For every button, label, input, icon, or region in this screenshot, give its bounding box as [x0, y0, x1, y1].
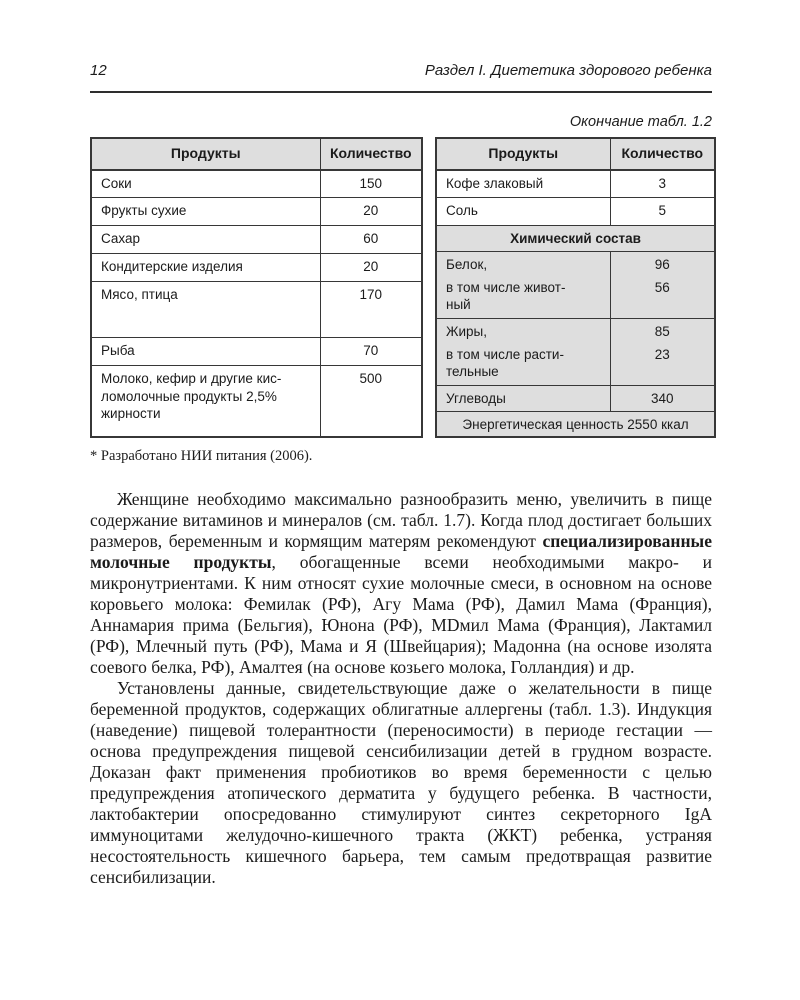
paragraph-2: Установлены данные, свидетельствующие да…: [90, 678, 712, 887]
body-text: Женщине необходимо максимально разнообра…: [90, 489, 712, 888]
running-head-title: Раздел I. Диететика здорового ребенка: [424, 62, 712, 79]
chemical-composition-header: Химический состав: [435, 225, 716, 253]
table-header-row: Продукты Количество: [435, 137, 716, 171]
running-head: 12 Раздел I. Диететика здорового ребенка: [90, 62, 712, 93]
quantity-cell: 340: [609, 385, 716, 412]
product-cell: Кондитерские изделия: [90, 253, 321, 283]
table-row: Кофе злаковый 3: [435, 169, 716, 199]
column-header-quantity: Количество: [319, 137, 423, 171]
section-header-row: Химический состав: [435, 225, 716, 253]
table-row: Мясо, птица 170: [90, 281, 423, 339]
table-row: Молоко, кефир и другие кис-ломолочные пр…: [90, 365, 423, 438]
table-header-row: Продукты Количество: [90, 137, 423, 171]
quantity-cell: 70: [319, 337, 423, 367]
quantity-cell: 500: [319, 365, 423, 438]
table-row: в том числе расти-тельные 23: [435, 340, 716, 387]
table-row: Углеводы 340: [435, 385, 716, 412]
table-row: Соль 5: [435, 197, 716, 227]
table-row: Фрукты сухие 20: [90, 197, 423, 227]
nutrition-table: Продукты Количество Соки 150 Фрукты сухи…: [90, 137, 716, 438]
table-right-half: Продукты Количество Кофе злаковый 3 Соль…: [435, 137, 716, 438]
quantity-cell: 170: [319, 281, 423, 339]
table-row: Кондитерские изделия 20: [90, 253, 423, 283]
energy-value-row: Энергетическая ценность 2550 ккал: [435, 410, 716, 438]
product-cell: в том числе расти-тельные: [435, 340, 611, 387]
quantity-cell: 150: [319, 169, 423, 199]
product-label: в том числе живот-ный: [446, 279, 566, 313]
table-row: Жиры, 85: [435, 318, 716, 341]
paragraph-1-text-continued: , обогащенные всеми необходимыми макро- …: [90, 552, 712, 677]
paragraph-1-text: Женщине необходимо максимально разнообра…: [90, 489, 712, 551]
quantity-cell: 3: [609, 169, 716, 199]
product-cell: Рыба: [90, 337, 321, 367]
product-cell: Молоко, кефир и другие кис-ломолочные пр…: [90, 365, 321, 438]
product-cell: Кофе злаковый: [435, 169, 611, 199]
page-content: 12 Раздел I. Диететика здорового ребенка…: [90, 62, 716, 888]
energy-value-cell: Энергетическая ценность 2550 ккал: [435, 410, 716, 438]
product-label: в том числе расти-тельные: [446, 346, 564, 380]
page-number: 12: [90, 62, 107, 79]
quantity-cell: 23: [609, 340, 716, 387]
product-cell: Сахар: [90, 225, 321, 255]
paragraph-1: Женщине необходимо максимально разнообра…: [90, 489, 712, 678]
column-header-products: Продукты: [435, 137, 611, 171]
paragraph-1-bold-term: специализированные молочные продукты: [90, 531, 712, 572]
quantity-cell: 85: [609, 318, 716, 341]
quantity-cell: 56: [609, 273, 716, 320]
quantity-cell: 20: [319, 197, 423, 227]
product-cell: Соль: [435, 197, 611, 227]
column-header-quantity: Количество: [609, 137, 716, 171]
product-cell: Углеводы: [435, 385, 611, 412]
product-cell: Жиры,: [435, 318, 611, 341]
quantity-cell: 5: [609, 197, 716, 227]
column-header-products: Продукты: [90, 137, 321, 171]
table-caption: Окончание табл. 1.2: [569, 114, 712, 130]
table-row: Сахар 60: [90, 225, 423, 255]
quantity-cell: 60: [319, 225, 423, 255]
table-row: Соки 150: [90, 169, 423, 199]
table-row: в том числе живот-ный 56: [435, 273, 716, 320]
table-row: Рыба 70: [90, 337, 423, 367]
quantity-cell: 96: [609, 251, 716, 274]
product-cell: Белок,: [435, 251, 611, 274]
quantity-cell: 20: [319, 253, 423, 283]
table-row: Белок, 96: [435, 251, 716, 274]
table-left-half: Продукты Количество Соки 150 Фрукты сухи…: [90, 137, 423, 438]
table-footnote: * Разработано НИИ питания (2006).: [90, 448, 313, 464]
product-cell: Соки: [90, 169, 321, 199]
product-cell: Мясо, птица: [90, 281, 321, 339]
product-cell: в том числе живот-ный: [435, 273, 611, 320]
product-cell: Фрукты сухие: [90, 197, 321, 227]
